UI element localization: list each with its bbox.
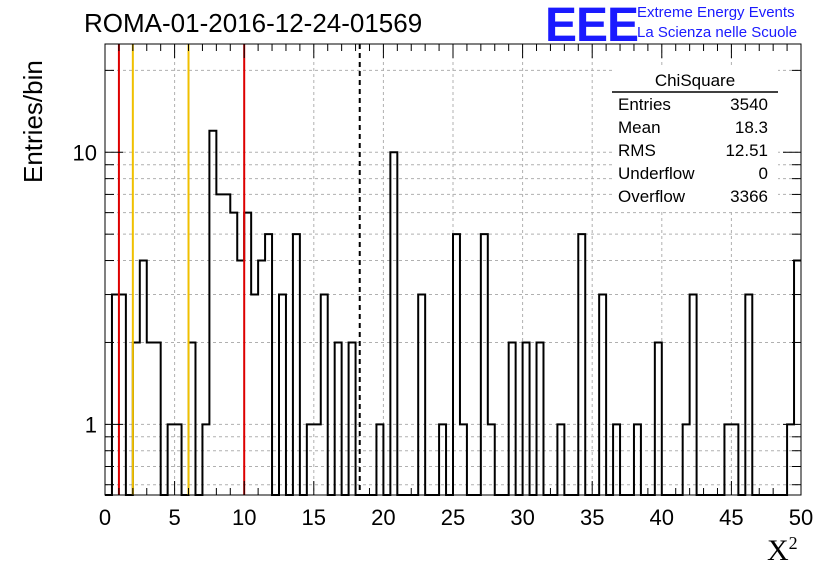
brand-line-2: La Scienza nelle Scuole [637,24,798,41]
histogram-bin [154,342,161,495]
x-tick-label: 40 [650,505,674,530]
histogram-bin [321,295,328,495]
histogram-bin [223,194,230,495]
histogram-bin [279,295,286,495]
x-axis-label-base: X [767,534,789,567]
histogram-bin [140,261,147,495]
x-tick-label: 35 [580,505,604,530]
x-tick-label: 50 [789,505,813,530]
x-tick-label: 30 [510,505,534,530]
histogram-bin [237,261,244,495]
histogram-bin [390,152,397,495]
histogram-bin [509,342,516,495]
x-tick-label: 0 [99,505,111,530]
histogram-bin [209,131,216,495]
histogram-bin [251,295,258,495]
stats-label: RMS [618,141,656,160]
histogram-bin [655,342,662,495]
eee-logo: EEE [545,0,639,52]
histogram-bin [523,342,530,495]
histogram-bin [690,295,697,495]
stats-label: Mean [618,118,661,137]
histogram-bin [119,295,126,495]
histogram-bin [133,342,140,495]
histogram-bin [112,295,119,495]
histogram-bin [147,342,154,495]
x-tick-label: 15 [302,505,326,530]
stats-label: Underflow [618,164,695,183]
histogram-bin [537,342,544,495]
x-tick-label: 20 [371,505,395,530]
histogram-bin [258,261,265,495]
histogram-bin [794,261,801,495]
histogram-bin [599,295,606,495]
histogram-bin [418,295,425,495]
histogram-bin [578,234,585,495]
histogram-bin [189,342,196,495]
stats-value: 0 [759,164,768,183]
stats-title: ChiSquare [655,71,735,90]
histogram-bin [216,194,223,495]
histogram-bin [481,234,488,495]
x-tick-label: 10 [232,505,256,530]
stats-value: 3366 [730,187,768,206]
x-axis-label: X2 [767,533,798,568]
chart-title: ROMA-01-2016-12-24-01569 [84,8,423,38]
stats-label: Overflow [618,187,686,206]
y-tick-label: 10 [73,140,97,165]
histogram-bin [453,234,460,495]
x-tick-label: 5 [168,505,180,530]
x-tick-label: 45 [719,505,743,530]
x-tick-label: 25 [441,505,465,530]
stats-label: Entries [618,95,671,114]
stats-value: 12.51 [725,141,768,160]
stats-value: 18.3 [735,118,768,137]
histogram-bin [230,213,237,495]
x-axis-label-superscript: 2 [788,533,798,553]
histogram-bin [335,342,342,495]
histogram-bin [745,295,752,495]
histogram-bin [349,342,356,495]
histogram-bin [265,234,272,495]
y-tick-label: 1 [85,412,97,437]
y-axis-label: Entries/bin [18,60,48,183]
histogram-bin [293,234,300,495]
stats-value: 3540 [730,95,768,114]
histogram-bin [244,213,251,495]
brand-line-1: Extreme Energy Events [637,4,795,21]
